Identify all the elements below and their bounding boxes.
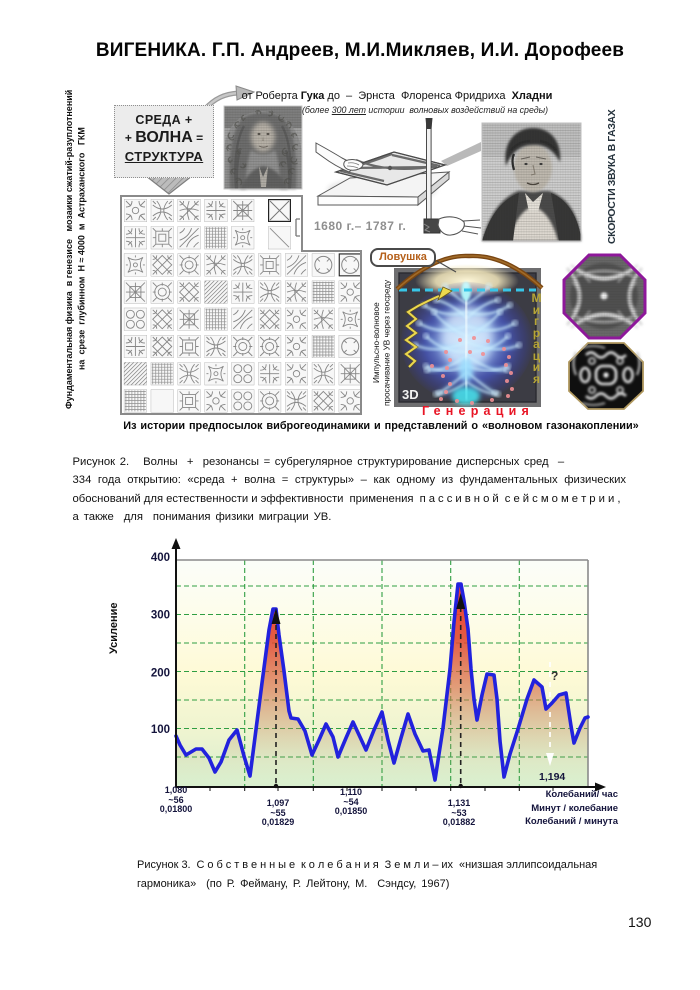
svg-text:300: 300 bbox=[151, 610, 170, 622]
svg-text:100: 100 bbox=[151, 724, 170, 736]
svg-text:200: 200 bbox=[151, 668, 170, 680]
svg-text:400: 400 bbox=[151, 552, 170, 564]
